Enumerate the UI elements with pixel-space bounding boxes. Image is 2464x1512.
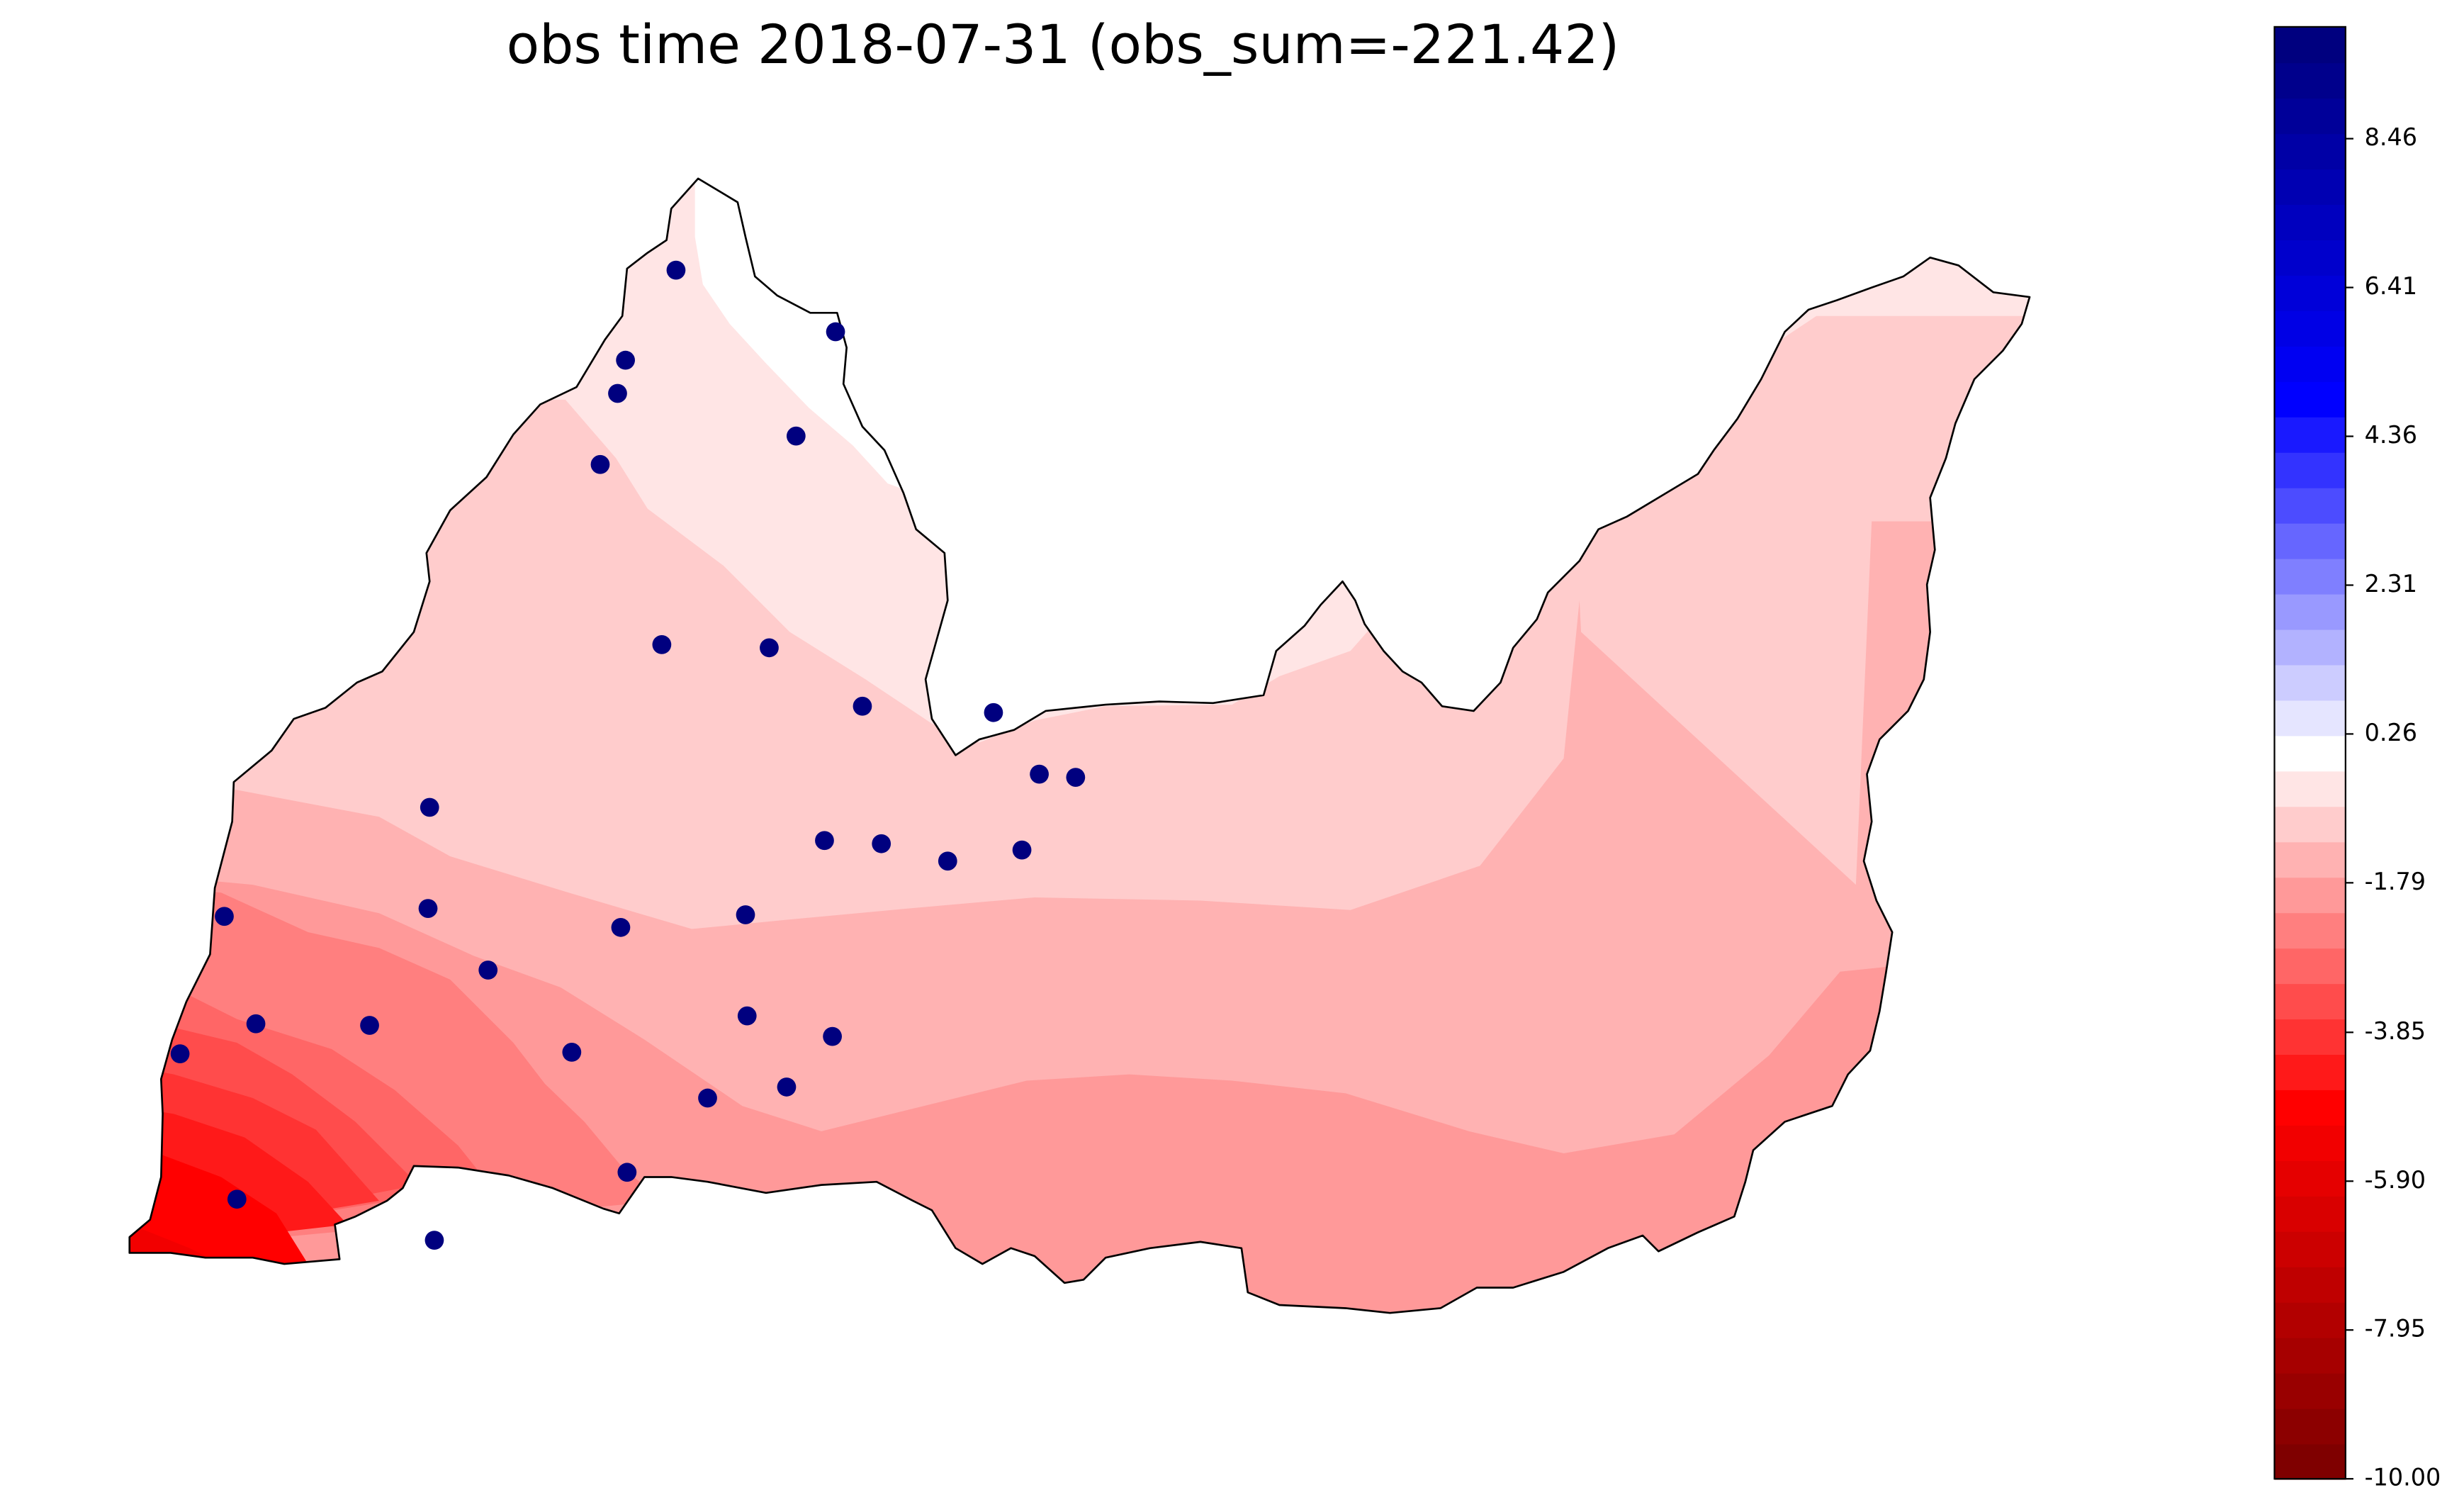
station-point [666,260,686,280]
station-point [698,1088,717,1108]
station-point [826,322,845,342]
colorbar-band [2274,947,2346,985]
colorbar-band [2274,1195,2346,1232]
colorbar-band [2274,1160,2346,1197]
colorbar-band [2274,1443,2346,1480]
colorbar-band [2274,1337,2346,1374]
station-point [424,1231,444,1250]
colorbar-band [2274,664,2346,701]
station-point [616,350,635,370]
station-point [872,834,891,853]
station-point [786,426,806,446]
colorbar: 8.46 6.41 4.36 2.31 0.26 -1.79 -3.85 -5.90 -7.95… [2273,26,2441,1491]
colorbar-band [2274,416,2346,453]
colorbar-band [2274,1124,2346,1161]
station-point [760,638,779,658]
station-point [652,634,672,654]
station-point [360,1016,379,1035]
colorbar-band [2274,1053,2346,1090]
colorbar-tick-label: 8.46 [2365,123,2417,151]
station-point [1012,840,1032,860]
colorbar-tick-label: 2.31 [2365,570,2417,598]
colorbar-band [2274,700,2346,737]
station-point [611,917,631,937]
colorbar-band [2274,1301,2346,1338]
colorbar-band [2274,381,2346,418]
station-point [823,1026,842,1046]
station-point [815,831,834,851]
colorbar-band [2274,593,2346,630]
colorbar-tick-label: -1.79 [2365,868,2426,895]
colorbar-band [2274,1372,2346,1409]
colorbar-band [2274,26,2346,64]
colorbar-band [2274,1018,2346,1055]
station-point [777,1077,797,1097]
colorbar-band [2274,1266,2346,1303]
station-point [562,1043,582,1062]
colorbar-band [2274,1231,2346,1267]
colorbar-band [2274,771,2346,807]
station-point [736,905,755,924]
station-point [608,383,627,403]
colorbar-band [2274,239,2346,276]
colorbar-band [2274,982,2346,1020]
colorbar-frame [2273,26,2346,1480]
station-point [1030,764,1049,784]
colorbar-band [2274,274,2346,311]
station-point [617,1163,637,1182]
colorbar-band [2274,629,2346,666]
colorbar-band [2274,168,2346,206]
colorbar-band [2274,310,2346,347]
colorbar-band [2274,487,2346,524]
station-point [227,1189,247,1209]
colorbar-band [2274,452,2346,488]
station-point [1066,768,1086,787]
station-point [170,1044,190,1064]
colorbar-tick-label: -5.90 [2365,1166,2426,1194]
station-point [737,1006,757,1026]
colorbar-tick-label: -10.00 [2365,1464,2441,1491]
station-point [215,907,234,926]
station-point [938,851,957,871]
colorbar-tick-label: 4.36 [2365,421,2417,449]
colorbar-tick-label: -7.95 [2365,1315,2426,1343]
station-markers [170,260,1086,1250]
colorbar-tick-label: -3.85 [2365,1017,2426,1045]
station-point [853,696,872,716]
colorbar-band [2274,522,2346,559]
station-point [246,1014,266,1034]
station-point [418,899,438,918]
colorbar-band [2274,841,2346,878]
colorbar-band [2274,876,2346,914]
colorbar-ticks: 8.46 6.41 4.36 2.31 0.26 -1.79 -3.85 -5.90 -7.95… [2345,123,2441,1491]
colorbar-band [2274,62,2346,99]
chart-title: obs time 2018-07-31 (obs_sum=-221.42) [506,13,1620,76]
colorbar-band [2274,203,2346,240]
colorbar-band [2274,1408,2346,1445]
colorbar-tick-label: 6.41 [2365,272,2417,300]
colorbar-band [2274,1089,2346,1126]
colorbar-band [2274,97,2346,135]
station-point [590,454,610,474]
colorbar-band [2274,805,2346,843]
colorbar-band [2274,558,2346,595]
basin-boundary [128,177,2031,1314]
station-point [984,702,1003,722]
station-point [478,961,498,980]
colorbar-band [2274,912,2346,949]
station-point [420,797,439,817]
colorbar-band [2274,133,2346,170]
colorbar-tick-label: 0.26 [2365,719,2417,746]
colorbar-band [2274,345,2346,382]
colorbar-band [2274,735,2346,772]
colorbar-bands [2274,26,2346,1480]
